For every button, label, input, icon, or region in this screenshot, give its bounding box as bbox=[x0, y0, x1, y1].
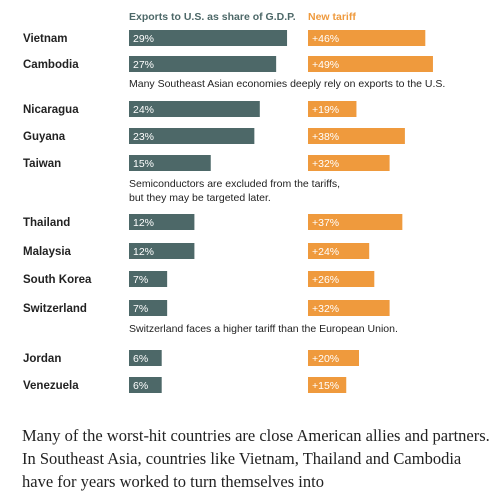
tariff-value-switzerland: +32% bbox=[312, 303, 339, 315]
country-label-switzerland: Switzerland bbox=[23, 303, 87, 315]
annotation-line: Many Southeast Asian economies deeply re… bbox=[129, 78, 445, 90]
country-label-south-korea: South Korea bbox=[23, 274, 92, 286]
tariff-bar-south-korea bbox=[308, 271, 375, 287]
export-value-guyana: 23% bbox=[133, 131, 154, 143]
tariff-value-venezuela: +15% bbox=[312, 380, 339, 392]
tariff-bar-malaysia bbox=[308, 243, 370, 259]
export-bar-jordan bbox=[129, 350, 162, 366]
export-bar-venezuela bbox=[129, 377, 162, 393]
export-bar-guyana bbox=[129, 128, 255, 144]
country-label-vietnam: Vietnam bbox=[23, 33, 68, 45]
tariff-bar-jordan bbox=[308, 350, 359, 366]
tariff-bar-vietnam bbox=[308, 30, 426, 46]
export-bar-nicaragua bbox=[129, 101, 260, 117]
export-value-malaysia: 12% bbox=[133, 246, 154, 258]
export-bar-taiwan bbox=[129, 155, 211, 171]
country-label-jordan: Jordan bbox=[23, 353, 61, 365]
tariff-value-guyana: +38% bbox=[312, 131, 339, 143]
export-bar-south-korea bbox=[129, 271, 168, 287]
export-bar-cambodia bbox=[129, 56, 277, 72]
export-value-vietnam: 29% bbox=[133, 33, 154, 45]
exports-series-header: Exports to U.S. as share of G.D.P. bbox=[129, 11, 296, 23]
country-label-venezuela: Venezuela bbox=[23, 380, 79, 392]
tariff-bar-cambodia bbox=[308, 56, 433, 72]
country-label-cambodia: Cambodia bbox=[23, 59, 79, 71]
tariff-series-header: New tariff bbox=[308, 11, 356, 23]
country-label-thailand: Thailand bbox=[23, 217, 70, 229]
tariff-value-jordan: +20% bbox=[312, 353, 339, 365]
tariff-value-taiwan: +32% bbox=[312, 158, 339, 170]
tariff-value-cambodia: +49% bbox=[312, 59, 339, 71]
tariff-value-south-korea: +26% bbox=[312, 274, 339, 286]
tariff-bar-guyana bbox=[308, 128, 405, 144]
tariff-bar-nicaragua bbox=[308, 101, 357, 117]
annotation-line: Switzerland faces a higher tariff than t… bbox=[129, 323, 398, 335]
country-label-taiwan: Taiwan bbox=[23, 158, 61, 170]
annotation-line: but they may be targeted later. bbox=[129, 192, 271, 204]
export-bar-switzerland bbox=[129, 300, 168, 316]
tariff-bar-venezuela bbox=[308, 377, 347, 393]
export-bar-vietnam bbox=[129, 30, 288, 46]
tariff-value-thailand: +37% bbox=[312, 217, 339, 229]
export-bar-malaysia bbox=[129, 243, 195, 259]
export-value-cambodia: 27% bbox=[133, 59, 154, 71]
tariff-value-nicaragua: +19% bbox=[312, 104, 339, 116]
tariff-value-malaysia: +24% bbox=[312, 246, 339, 258]
export-value-nicaragua: 24% bbox=[133, 104, 154, 116]
export-value-jordan: 6% bbox=[133, 353, 148, 365]
export-value-south-korea: 7% bbox=[133, 274, 148, 286]
export-value-venezuela: 6% bbox=[133, 380, 148, 392]
country-label-malaysia: Malaysia bbox=[23, 246, 72, 258]
export-value-taiwan: 15% bbox=[133, 158, 154, 170]
chart-rows: Vietnam 29% +46% Cambodia 27% +49% Nicaragua 24… bbox=[23, 30, 445, 393]
export-bar-thailand bbox=[129, 214, 195, 230]
tariff-bar-taiwan bbox=[308, 155, 390, 171]
tariff-value-vietnam: +46% bbox=[312, 33, 339, 45]
country-label-guyana: Guyana bbox=[23, 131, 66, 143]
export-value-thailand: 12% bbox=[133, 217, 154, 229]
export-value-switzerland: 7% bbox=[133, 303, 148, 315]
annotation-line: Semiconductors are excluded from the tar… bbox=[129, 178, 340, 190]
article-paragraph: Many of the worst-hit countries are clos… bbox=[22, 426, 490, 491]
tariff-bar-thailand bbox=[308, 214, 403, 230]
tariff-bar-switzerland bbox=[308, 300, 390, 316]
country-label-nicaragua: Nicaragua bbox=[23, 104, 79, 116]
tariff-chart: Exports to U.S. as share of G.D.P. New t… bbox=[23, 11, 445, 393]
